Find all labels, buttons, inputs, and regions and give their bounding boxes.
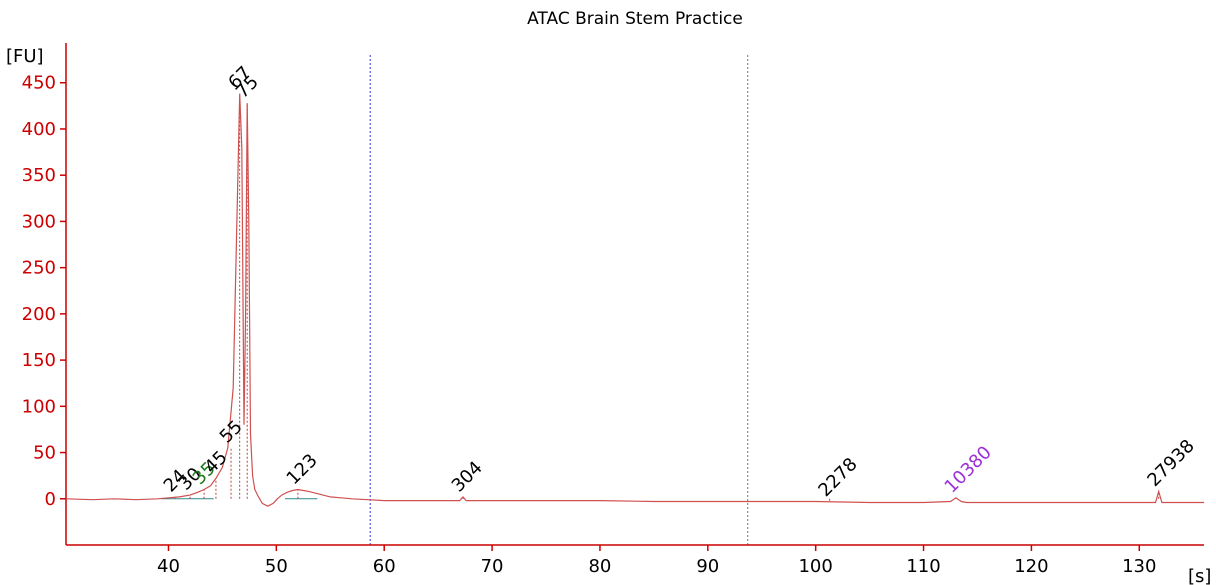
plot-area: 0 50 100 150 200 250 300 350 400 450 40 50 60 70 80 90 1… [22, 43, 1204, 577]
x-tick-label: 50 [265, 556, 288, 577]
y-tick-label: 150 [22, 350, 56, 371]
y-tick-label: 0 [45, 489, 56, 510]
peak-label: 55 [216, 416, 247, 447]
x-tick-label: 70 [481, 556, 504, 577]
peak-label: 2278 [814, 454, 861, 501]
x-tick-label: 90 [696, 556, 719, 577]
y-axis-label: [FU] [6, 46, 44, 67]
electropherogram-trace [65, 93, 1204, 507]
x-tick-label: 110 [906, 556, 940, 577]
peak-label: 10380 [941, 442, 996, 497]
x-tick-label: 100 [798, 556, 832, 577]
y-tick-label: 200 [22, 304, 56, 325]
y-tick-label: 250 [22, 258, 56, 279]
chart-title: ATAC Brain Stem Practice [527, 9, 743, 29]
peak-label: 27938 [1143, 436, 1198, 491]
x-axis-label: [s] [1188, 566, 1211, 585]
peak-label: 304 [448, 457, 487, 496]
y-tick-label: 300 [22, 211, 56, 232]
x-tick-label: 40 [157, 556, 180, 577]
y-tick-label: 50 [33, 443, 56, 464]
y-tick-label: 100 [22, 396, 56, 417]
y-tick-label: 450 [22, 73, 56, 94]
x-tick-label: 80 [588, 556, 611, 577]
y-tick-label: 400 [22, 119, 56, 140]
y-tick-label: 350 [22, 165, 56, 186]
x-tick-label: 130 [1122, 556, 1156, 577]
peak-label: 123 [283, 450, 322, 489]
x-tick-label: 60 [373, 556, 396, 577]
x-tick-label: 120 [1014, 556, 1048, 577]
